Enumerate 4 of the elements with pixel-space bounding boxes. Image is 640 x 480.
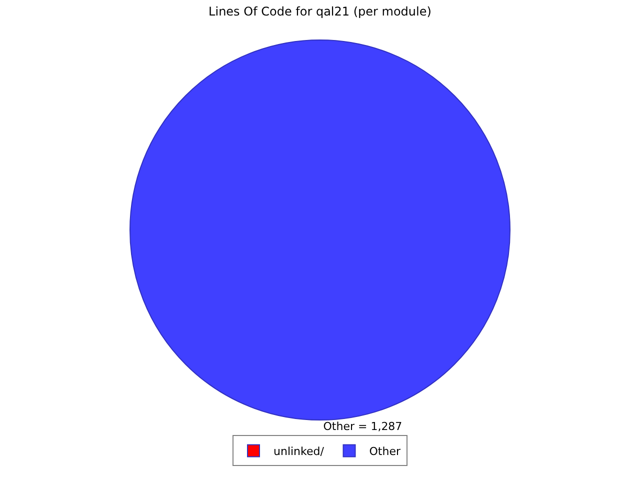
chart-title: Lines Of Code for qal21 (per module) bbox=[208, 4, 432, 19]
legend-label: Other bbox=[369, 444, 401, 458]
data-label: Other = 1,287 bbox=[323, 420, 402, 433]
legend-label: unlinked/ bbox=[274, 444, 324, 458]
